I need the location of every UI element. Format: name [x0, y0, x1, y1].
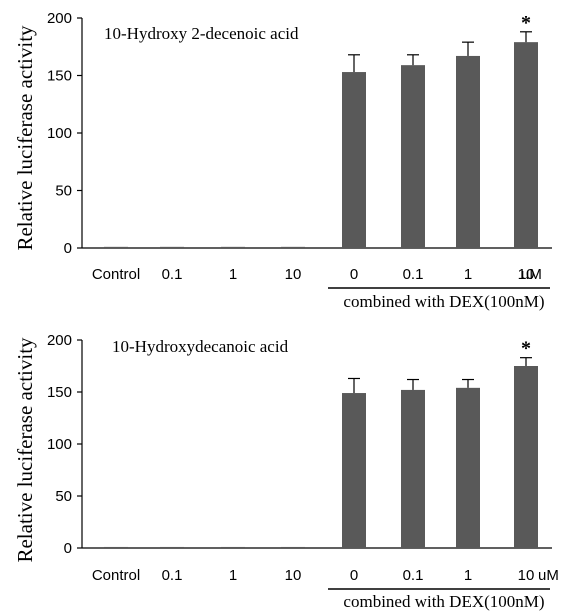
unit-label: uM	[521, 266, 542, 283]
x-tick-label: 10	[518, 567, 535, 584]
bar	[221, 546, 245, 548]
axes	[81, 340, 552, 549]
x-ticks: Control 0.1 1 10 0 0.1 1 10	[92, 567, 535, 584]
y-tick-label: 200	[47, 10, 72, 27]
bar	[401, 389, 425, 548]
bar	[104, 546, 128, 548]
bar	[514, 42, 538, 249]
x-tick-label: 1	[464, 567, 472, 584]
y-ticks: 0 50 100 150 200	[47, 332, 82, 557]
bar	[401, 65, 425, 249]
bars: *	[104, 338, 538, 548]
bar	[281, 546, 305, 548]
bar	[456, 55, 480, 249]
bar	[456, 387, 480, 548]
y-axis-label: Relative luciferase activity	[13, 337, 37, 563]
bar	[514, 366, 538, 548]
group-label: combined with DEX(100nM)	[343, 292, 544, 311]
y-tick-label: 150	[47, 68, 72, 85]
y-tick-label: 0	[64, 240, 72, 257]
chart-panel-hydroxy-decanoic: 10-Hydroxydecanoic acid Relative lucifer…	[13, 332, 559, 611]
x-tick-label: 0.1	[403, 266, 424, 283]
y-tick-label: 50	[55, 488, 72, 505]
bar	[342, 393, 366, 548]
x-tick-label: 10	[285, 266, 302, 283]
x-tick-label: Control	[92, 266, 140, 283]
y-tick-label: 100	[47, 125, 72, 142]
x-tick-label: 0.1	[162, 567, 183, 584]
y-tick-label: 100	[47, 436, 72, 453]
x-ticks: Control 0.1 1 10 0 0.1 1 10	[92, 266, 535, 283]
x-tick-label: 1	[229, 567, 237, 584]
x-tick-label: 10	[518, 266, 535, 283]
bar	[160, 246, 184, 248]
y-axis-label: Relative luciferase activity	[13, 25, 37, 251]
chart-title: 10-Hydroxydecanoic acid	[112, 337, 289, 356]
chart-title: 10-Hydroxy 2-decenoic acid	[104, 24, 299, 43]
bar	[221, 246, 245, 248]
significance-marker: *	[521, 338, 531, 360]
x-tick-label: 1	[229, 266, 237, 283]
y-tick-label: 150	[47, 384, 72, 401]
group-label: combined with DEX(100nM)	[343, 592, 544, 611]
y-tick-label: 200	[47, 332, 72, 349]
axes	[81, 18, 552, 249]
x-tick-label: 0	[350, 266, 358, 283]
x-tick-label: 0	[350, 567, 358, 584]
bar	[104, 246, 128, 248]
y-ticks: 0 50 100 150 200	[47, 10, 82, 257]
x-tick-label: 0.1	[403, 567, 424, 584]
bar	[281, 246, 305, 248]
x-tick-label: 10	[285, 567, 302, 584]
x-tick-label: 1	[464, 266, 472, 283]
bars: *	[104, 12, 538, 249]
bar	[160, 546, 184, 548]
x-tick-label: 0.1	[162, 266, 183, 283]
bar	[342, 72, 366, 248]
x-tick-label: Control	[92, 567, 140, 584]
chart-panel-hydroxy-decenoic: 10-Hydroxy 2-decenoic acid Relative luci…	[13, 10, 552, 311]
significance-marker: *	[521, 12, 531, 34]
unit-label: uM	[538, 567, 559, 584]
y-tick-label: 0	[64, 540, 72, 557]
y-tick-label: 50	[55, 183, 72, 200]
